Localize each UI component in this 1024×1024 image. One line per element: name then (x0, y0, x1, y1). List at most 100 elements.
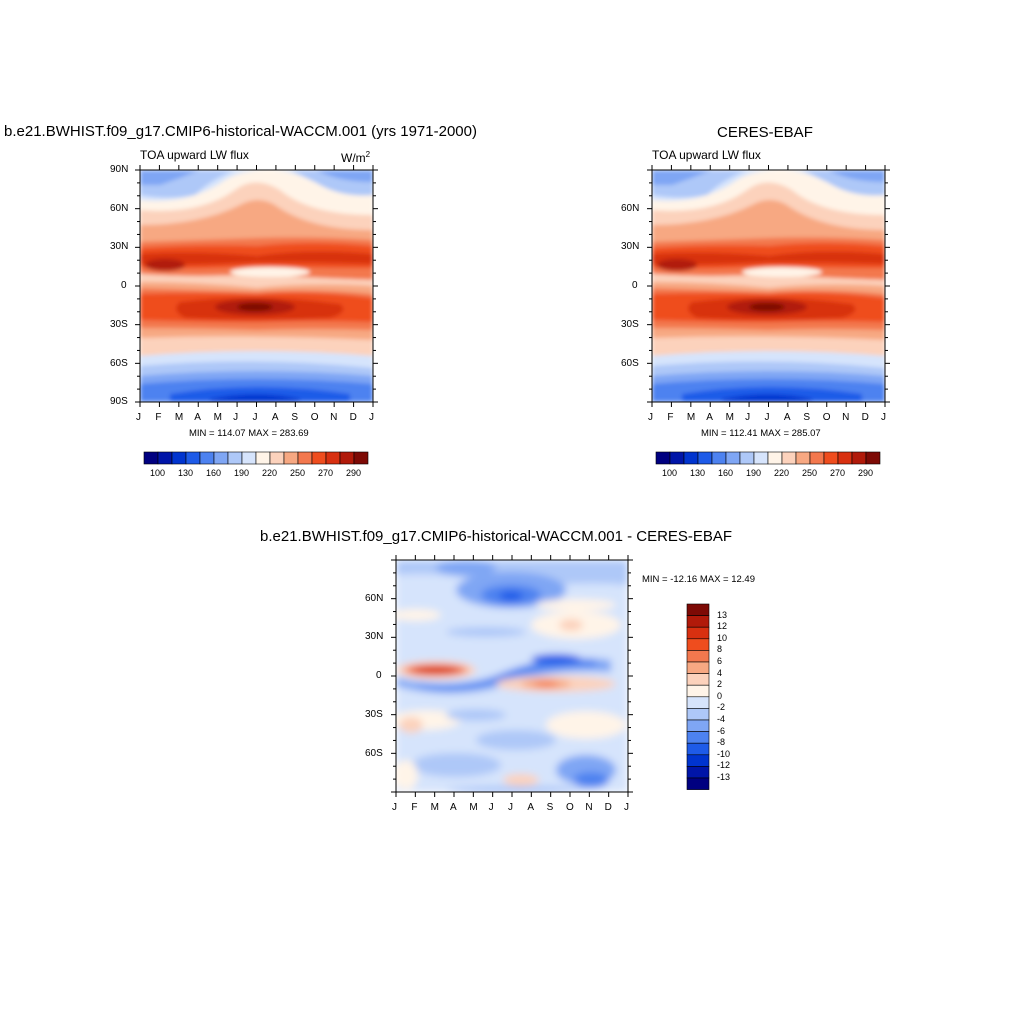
colorbar-box (739, 451, 755, 465)
colorbar-box (686, 615, 710, 628)
colorbar-label: -13 (717, 772, 731, 782)
colorbar-box (686, 708, 710, 721)
colorbar-box (686, 766, 710, 779)
x-tick-label: F (411, 802, 418, 813)
colorbar-label: 270 (318, 468, 334, 478)
p1-ylabel-30S: 30S (110, 319, 128, 330)
colorbar-box (255, 451, 271, 465)
x-tick-label: S (546, 802, 554, 813)
panel1-units: W/m2 (341, 150, 371, 165)
colorbar-label: 220 (774, 468, 790, 478)
x-tick-label: S (803, 412, 810, 423)
colorbar-label: 6 (717, 656, 723, 666)
p1-ylabel-90N: 90N (110, 164, 129, 175)
colorbar-label: 190 (234, 468, 250, 478)
x-tick-label: O (822, 412, 831, 423)
colorbar-box (686, 650, 710, 663)
colorbar-box (143, 451, 159, 465)
colorbar-box (686, 626, 710, 640)
colorbar-label: 0 (717, 690, 723, 701)
colorbar-box (809, 451, 825, 465)
x-tick-label: M (430, 802, 439, 813)
colorbar-box (781, 451, 797, 465)
colorbar-box (686, 777, 710, 790)
x-tick-label: J (624, 802, 629, 813)
colorbar-box (213, 451, 229, 465)
colorbar-box (686, 719, 710, 732)
colorbar-box (297, 451, 313, 465)
panel2-contour-field (652, 170, 885, 402)
tick-marks (135, 165, 890, 797)
colorbar-label: -4 (717, 714, 726, 724)
colorbar-label: -10 (717, 748, 731, 759)
colorbar-label: 250 (802, 468, 818, 478)
p1-stats: MIN = 114.07 MAX = 283.69 (189, 428, 309, 439)
colorbar-box (851, 451, 867, 465)
x-tick-label: F (667, 412, 674, 423)
p3-ylabel-0: 0 (376, 670, 382, 681)
colorbar-label: 220 (262, 468, 278, 478)
x-tick-label: A (194, 412, 201, 423)
colorbar-box (686, 742, 710, 756)
colorbar-box (353, 451, 369, 465)
colorbar-label: -2 (717, 702, 726, 713)
colorbar-box (711, 451, 727, 465)
p3-ylabel-60S: 60S (365, 748, 383, 759)
colorbar-box (241, 451, 257, 465)
p1-ylabel-60S: 60S (110, 358, 128, 369)
panel2-title: CERES-EBAF (717, 124, 813, 141)
colorbar-box (686, 661, 710, 674)
colorbar-label: 13 (717, 609, 728, 620)
colorbar-box (686, 638, 710, 651)
colorbar-box (767, 451, 783, 465)
colorbar-label: -8 (717, 737, 726, 748)
x-tick-label: M (213, 412, 222, 423)
p2-ylabel-0: 0 (632, 280, 638, 291)
x-tick-label: J (488, 802, 494, 813)
x-tick-label: A (783, 412, 791, 423)
x-tick-label: J (233, 412, 239, 423)
x-tick-label: J (252, 412, 258, 423)
x-tick-label: A (706, 412, 713, 423)
colorbar-label: 290 (346, 468, 362, 478)
x-tick-label: N (842, 412, 850, 423)
x-tick-label: A (271, 412, 279, 423)
colorbar-label: -6 (717, 725, 726, 736)
x-tick-label: M (174, 412, 184, 423)
x-tick-label: J (369, 412, 374, 423)
colorbar-box (339, 451, 355, 465)
colorbar-box (227, 451, 243, 465)
colorbar-label: 250 (290, 468, 306, 478)
p2-ylabel-60N: 60N (621, 203, 640, 214)
colorbar-label: 290 (858, 468, 874, 478)
x-tick-label: S (291, 412, 298, 423)
x-tick-label: A (527, 802, 534, 813)
x-tick-label: N (330, 412, 338, 423)
colorbar-label: 8 (717, 644, 723, 655)
colorbar-box (185, 451, 201, 465)
colorbar-label: 10 (717, 632, 728, 643)
x-tick-label: M (686, 412, 696, 423)
p1-ylabel-30N: 30N (110, 241, 129, 252)
colorbar-label: 160 (206, 468, 222, 478)
colorbar-box (283, 451, 299, 465)
panel1-contour-field (140, 170, 373, 402)
p1-ylabel-0: 0 (121, 280, 127, 291)
p1-ylabel-60N: 60N (110, 203, 129, 214)
colorbar-box (697, 451, 713, 465)
panel3-contour-field (396, 560, 628, 792)
colorbar-box (725, 451, 741, 465)
x-tick-label: M (725, 412, 734, 423)
x-tick-label: J (136, 412, 141, 423)
p2-ylabel-30S: 30S (621, 319, 639, 330)
colorbar-box (669, 451, 685, 465)
colorbar-label: 100 (662, 468, 678, 478)
x-tick-label: J (881, 412, 886, 423)
colorbar-box (686, 731, 710, 744)
x-tick-label: M (469, 802, 478, 813)
x-tick-label: J (648, 412, 653, 423)
x-tick-label: J (392, 802, 397, 813)
colorbar-box (686, 754, 710, 767)
colorbar-label: 130 (690, 468, 706, 478)
